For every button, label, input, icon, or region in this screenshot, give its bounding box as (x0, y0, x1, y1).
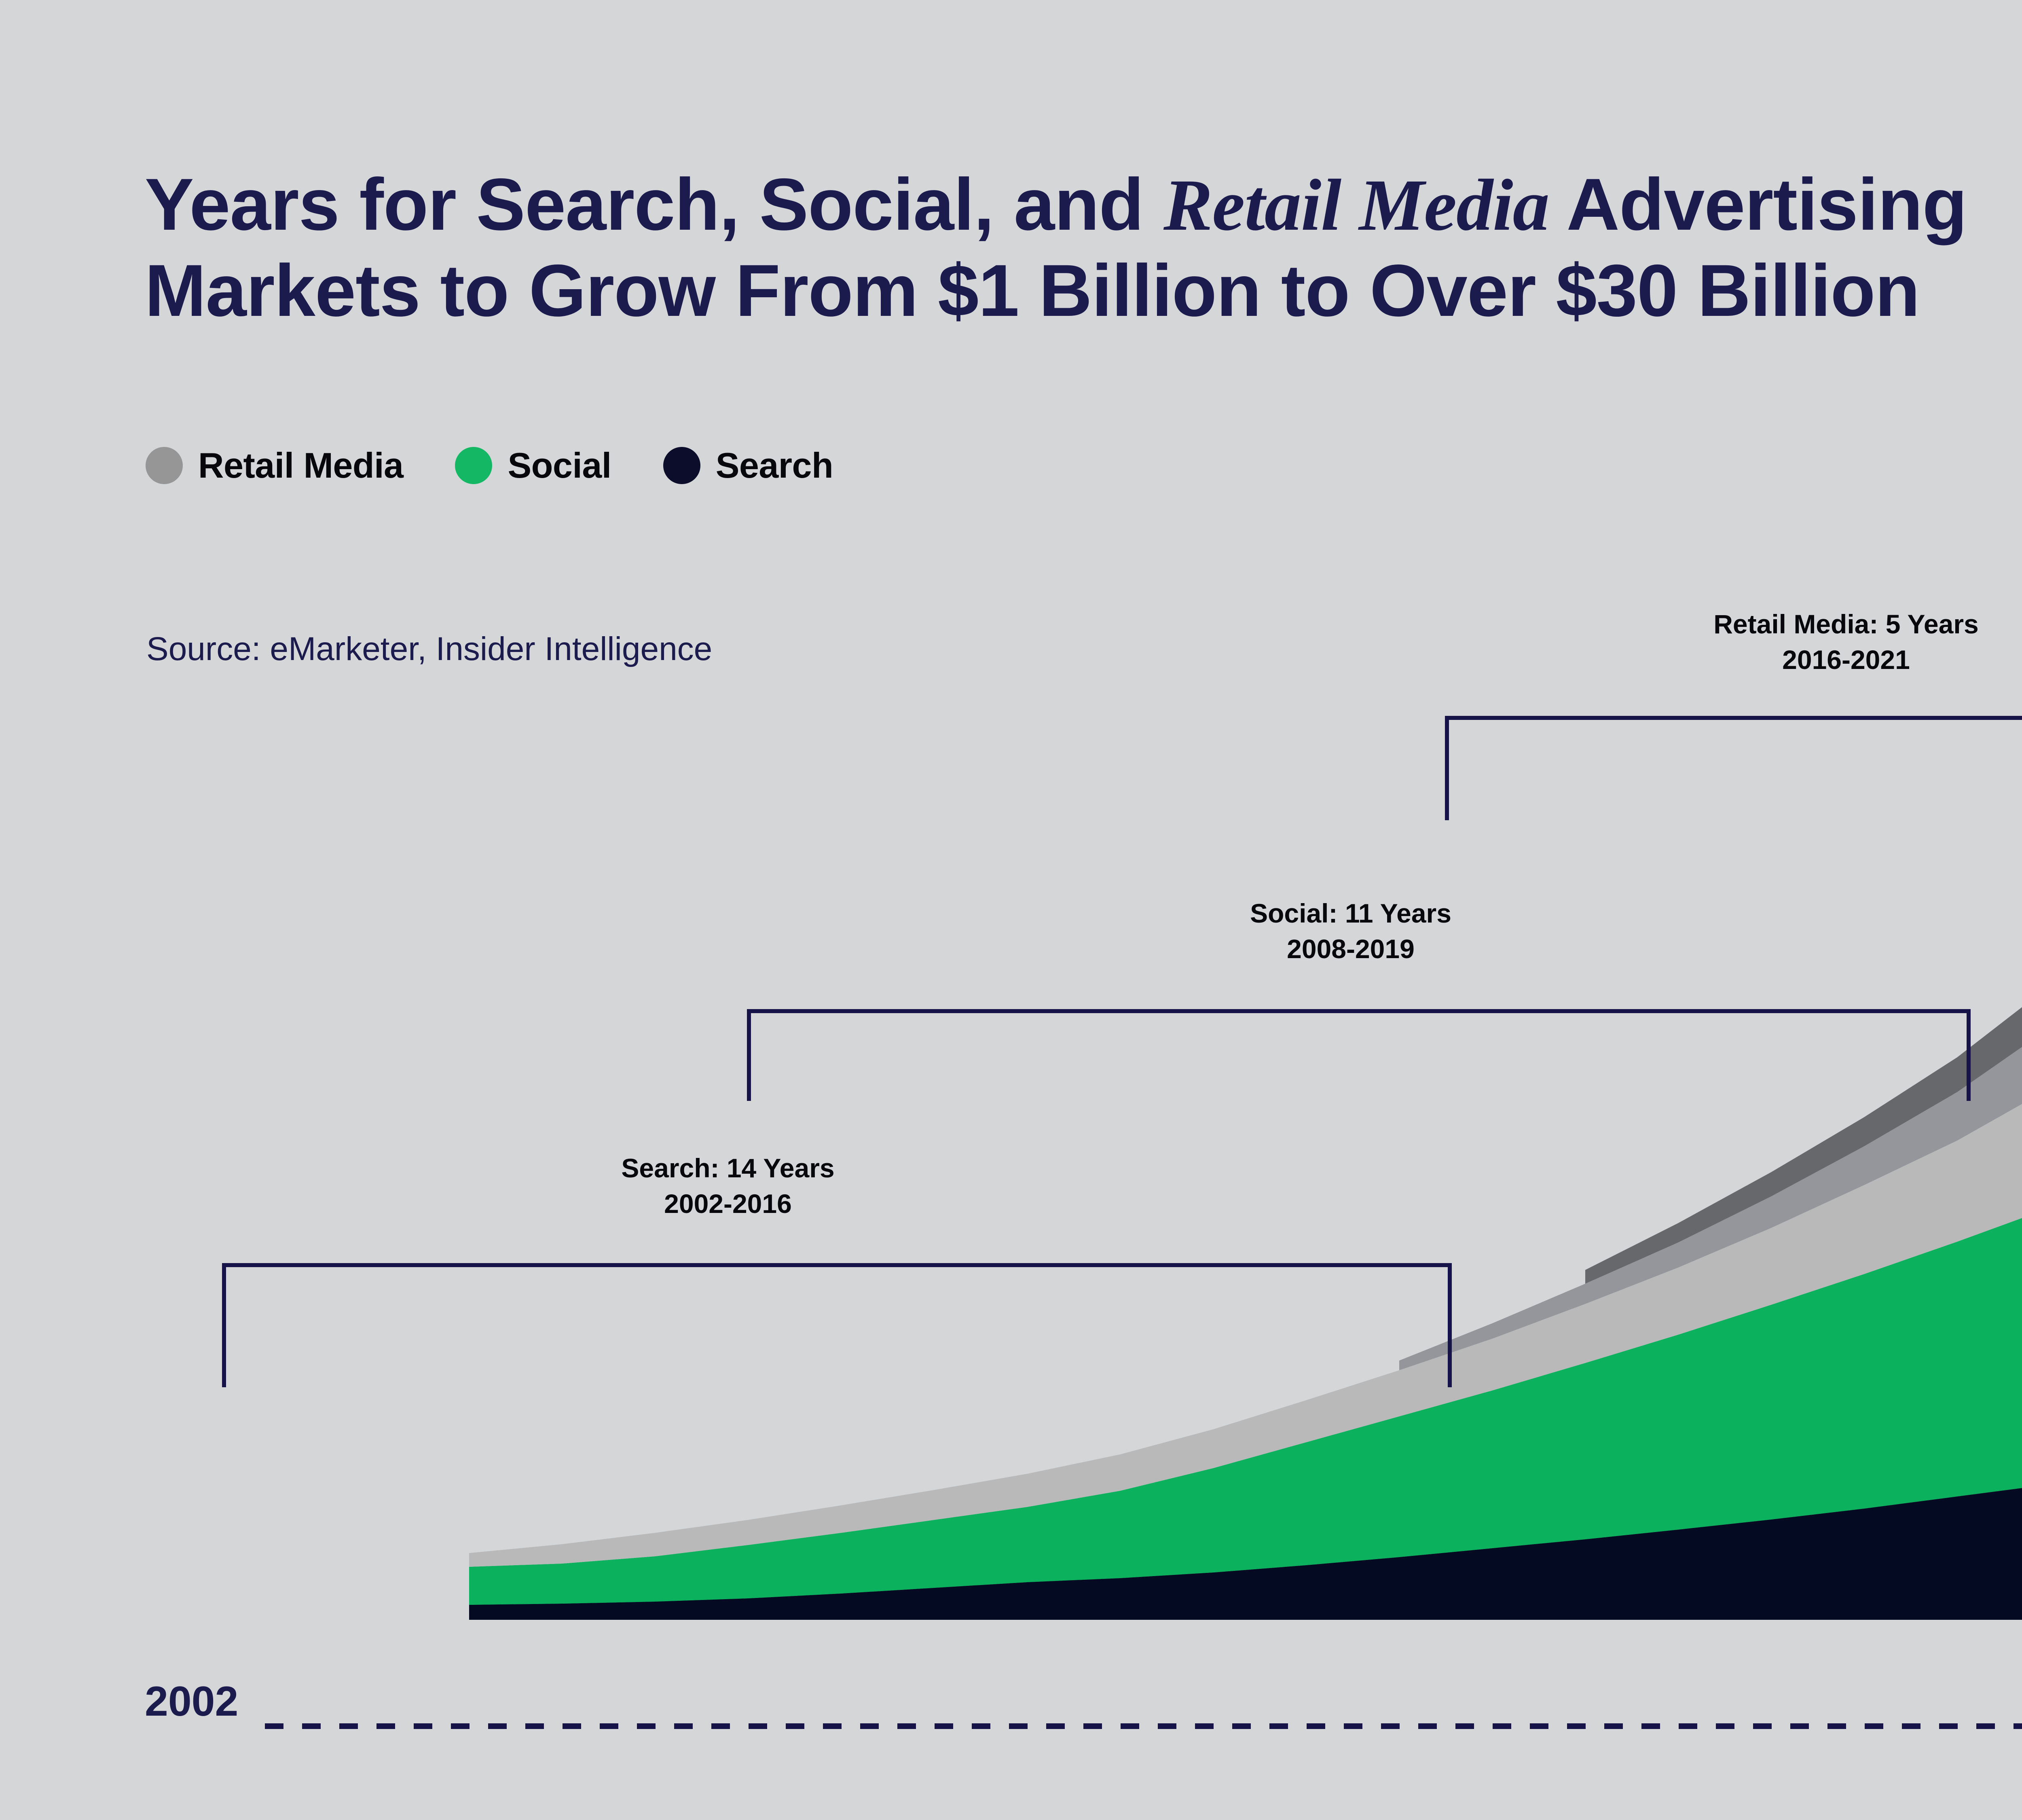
annotation-retail-line1: Retail Media: 5 Years (1713, 609, 1979, 639)
area-band-google (469, 1387, 2022, 1620)
area-band-other-retail-media (1585, 1007, 2022, 1284)
annotation-social-line2: 2008-2019 (1287, 933, 1415, 964)
annotation-search-line1: Search: 14 Years (621, 1153, 835, 1183)
annotation-search-line2: 2002-2016 (664, 1188, 792, 1219)
source-credit: Source: eMarketer, Insider Intelligence (146, 631, 713, 667)
legend-label-retail-media: Retail Media (198, 445, 404, 485)
legend-item-retail-media[interactable]: Retail Media (146, 445, 404, 486)
chart-legend: Retail Media Social Search (146, 445, 885, 486)
area-band-amazon (1399, 1047, 2022, 1370)
title-part-b: Advertising (1549, 163, 1967, 245)
annotation-retail-line2: 2016-2021 (1782, 644, 1910, 675)
area-band-meta (469, 1218, 2022, 1605)
annotation-label-search: Search: 14 Years 2002-2016 (574, 1151, 882, 1222)
legend-item-social[interactable]: Social (455, 445, 611, 486)
axis-label-start: 2002 (145, 1678, 239, 1725)
legend-label-social: Social (508, 445, 611, 485)
legend-swatch-retail-media (146, 447, 183, 484)
legend-swatch-social (455, 447, 493, 484)
annotation-label-social: Social: 11 Years 2008-2019 (1197, 896, 1504, 967)
annotation-social-line1: Social: 11 Years (1250, 898, 1451, 928)
annotation-bracket-retail-media (1445, 716, 2022, 820)
title-part-italic: Retail Media (1163, 165, 1550, 246)
legend-swatch-search (663, 447, 700, 484)
title-part-a: Years for Search, Social, and (145, 163, 1164, 245)
page-title: Years for Search, Social, and Retail Med… (145, 162, 2022, 333)
annotation-bracket-search (222, 1263, 1452, 1387)
annotation-label-retail-media: Retail Media: 5 Years 2016-2021 (1632, 607, 2022, 678)
legend-item-search[interactable]: Search (663, 445, 833, 486)
annotation-bracket-social (747, 1009, 1971, 1101)
title-line-2: Markets to Grow From $1 Billion to Over … (145, 249, 1920, 332)
legend-label-search: Search (715, 445, 833, 485)
